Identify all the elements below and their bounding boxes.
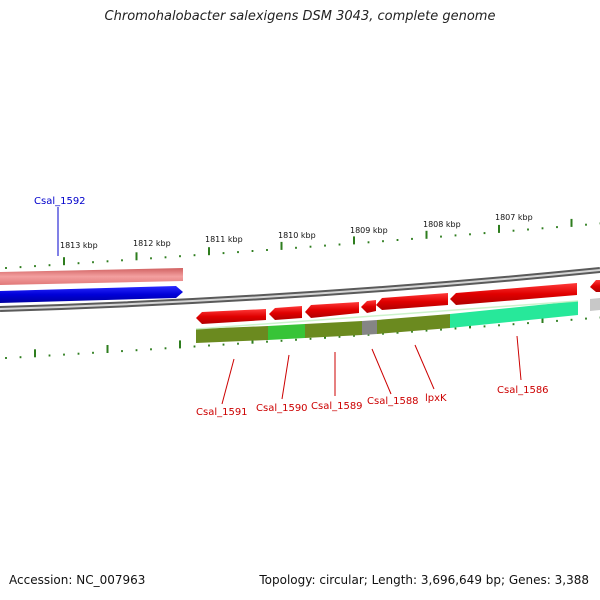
gene-labels: Csal_1592 Csal_1591 Csal_1590 Csal_1589 … [34, 196, 549, 418]
scale-label-1812: 1812 kbp [133, 239, 171, 248]
reverse-genes-track [196, 280, 600, 324]
scale-label-1807: 1807 kbp [495, 213, 533, 222]
label-leaders [57, 207, 522, 405]
forward-genes-track [0, 268, 183, 303]
gene-next-gray[interactable] [590, 298, 600, 311]
leader-csal-1586 [516, 335, 522, 381]
footer-stats: Topology: circular; Length: 3,696,649 bp… [259, 573, 589, 587]
gene-csal-1591[interactable] [196, 309, 266, 324]
label-csal-1589[interactable]: Csal_1589 [311, 401, 363, 412]
label-csal-1590[interactable]: Csal_1590 [256, 403, 308, 414]
scale-label-1808: 1808 kbp [423, 220, 461, 229]
label-csal-1592[interactable]: Csal_1592 [34, 196, 86, 207]
label-lpxk[interactable]: lpxK [425, 393, 447, 404]
gene-csal-1590[interactable] [269, 306, 302, 320]
gene-lpxk[interactable] [376, 293, 448, 310]
scale-label-1809: 1809 kbp [350, 226, 388, 235]
leader-lpxk [414, 344, 435, 390]
label-csal-1586[interactable]: Csal_1586 [497, 385, 549, 396]
leader-csal-1588 [371, 348, 392, 395]
gene-csal-1588[interactable] [361, 300, 376, 313]
gc-content-track [195, 300, 579, 343]
leader-csal-1590 [281, 354, 290, 400]
scale-ticks-top [5, 218, 600, 269]
footer-accession: Accession: NC_007963 [9, 573, 146, 587]
page-title: Chromohalobacter salexigens DSM 3043, co… [104, 9, 496, 24]
scale-label-1811: 1811 kbp [205, 235, 243, 244]
label-csal-1588[interactable]: Csal_1588 [367, 396, 419, 407]
gene-csal-1592-highlight[interactable] [0, 268, 183, 285]
label-csal-1591[interactable]: Csal_1591 [196, 407, 248, 418]
gene-csal-1589[interactable] [305, 302, 359, 318]
scale-label-1810: 1810 kbp [278, 231, 316, 240]
scale-labels: 1813 kbp 1812 kbp 1811 kbp 1810 kbp 1809… [60, 213, 533, 250]
gene-csal-1586[interactable] [450, 283, 577, 305]
scale-label-1813: 1813 kbp [60, 241, 98, 250]
leader-csal-1591 [221, 358, 235, 405]
gene-next-reverse[interactable] [590, 280, 600, 292]
genome-backbone [0, 267, 600, 312]
gene-csal-1592[interactable] [0, 286, 183, 303]
